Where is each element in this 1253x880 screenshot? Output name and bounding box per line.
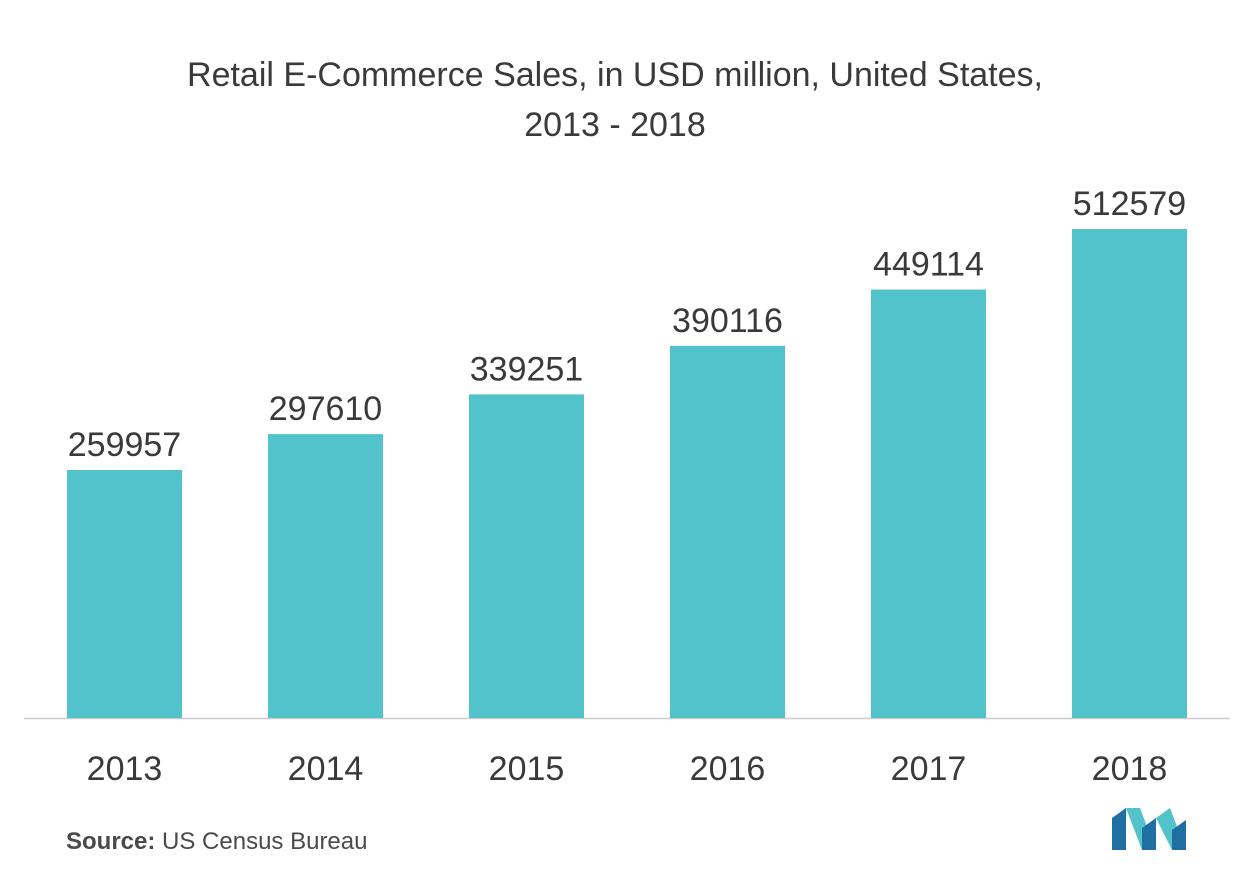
x-tick-label-2018: 2018 <box>1092 750 1168 788</box>
x-tick-label-2017: 2017 <box>891 750 967 788</box>
chart-title-line-2: 2013 - 2018 <box>524 106 706 144</box>
source-note: Source: US Census Bureau <box>66 828 367 856</box>
bar-2015 <box>469 394 584 718</box>
data-label-2017: 449114 <box>873 246 984 284</box>
x-tick-label-2014: 2014 <box>288 750 364 788</box>
chart-title: Retail E-Commerce Sales, in USD million,… <box>0 50 1230 150</box>
bar-2013 <box>67 470 182 718</box>
x-tick-label-2013: 2013 <box>87 750 163 788</box>
bar-2017 <box>871 289 986 718</box>
data-label-2018: 512579 <box>1073 185 1186 223</box>
bar-2018 <box>1072 229 1187 718</box>
brand-logo-icon <box>1112 808 1186 850</box>
bar-2014 <box>268 434 383 718</box>
chart-title-line-1: Retail E-Commerce Sales, in USD million,… <box>187 56 1043 94</box>
data-label-2014: 297610 <box>269 390 382 428</box>
bar-2016 <box>670 345 785 718</box>
x-tick-label-2015: 2015 <box>489 750 565 788</box>
data-label-2013: 259957 <box>68 426 181 464</box>
data-label-2015: 339251 <box>470 350 583 388</box>
data-label-2016: 390116 <box>672 302 783 340</box>
source-label: Source: <box>66 828 156 855</box>
source-text: US Census Bureau <box>162 828 368 855</box>
x-tick-label-2016: 2016 <box>690 750 766 788</box>
